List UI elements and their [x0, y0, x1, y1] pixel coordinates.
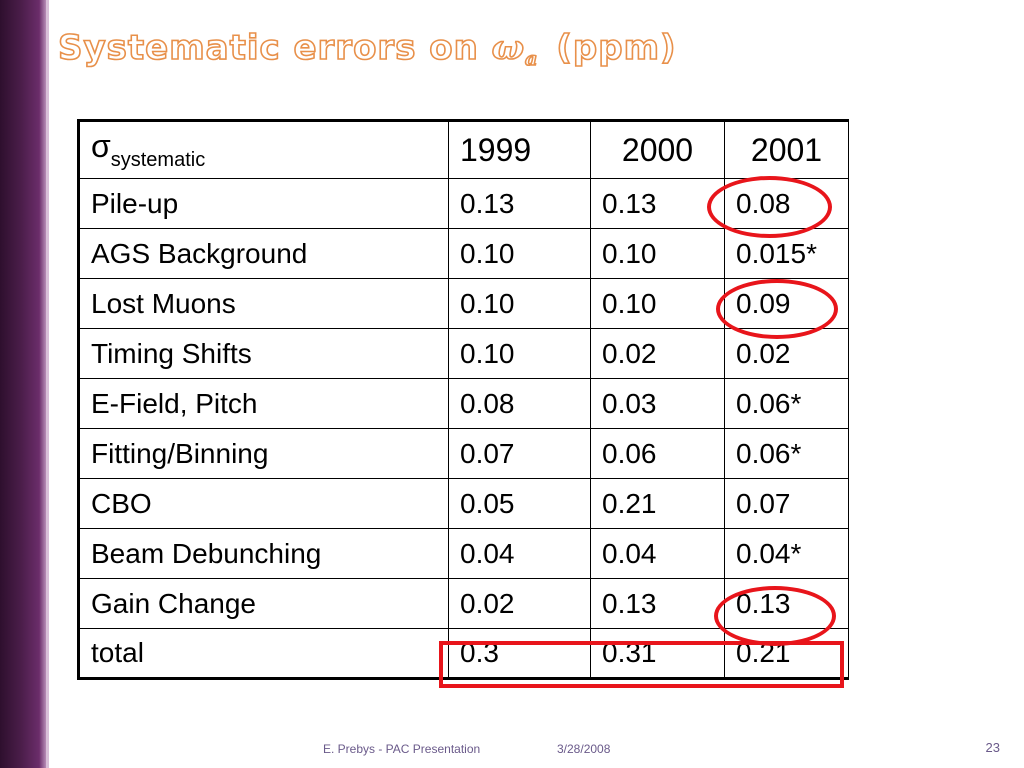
cell-1999: 0.08	[448, 378, 591, 429]
cell-1999: 0.02	[448, 578, 591, 629]
row-label: AGS Background	[78, 228, 449, 279]
table-row: Lost Muons 0.10 0.10 0.09	[78, 278, 849, 329]
cell-1999: 0.10	[448, 278, 591, 329]
systematics-table: σsystematic 1999 2000 2001 Pile-up 0.13 …	[77, 119, 849, 680]
row-label: Fitting/Binning	[78, 428, 449, 479]
highlight-circle-pileup	[707, 176, 832, 238]
cell-1999: 0.04	[448, 528, 591, 579]
highlight-circle-lost-muons	[716, 279, 838, 339]
title-omega-subscript: a	[524, 47, 539, 71]
row-label: Gain Change	[78, 578, 449, 629]
row-label: Beam Debunching	[78, 528, 449, 579]
cell-2000: 0.13	[590, 178, 725, 229]
cell-total-2000: 0.31	[590, 628, 725, 679]
cell-2000: 0.13	[590, 578, 725, 629]
cell-2001: 0.06*	[724, 378, 849, 429]
row-label: Timing Shifts	[78, 328, 449, 379]
cell-1999: 0.13	[448, 178, 591, 229]
cell-2000: 0.06	[590, 428, 725, 479]
title-prefix: Systematic errors on	[57, 27, 492, 69]
header-year-2001: 2001	[724, 120, 849, 179]
slide-sidebar	[0, 0, 46, 768]
cell-1999: 0.07	[448, 428, 591, 479]
cell-2000: 0.02	[590, 328, 725, 379]
table-header-row: σsystematic 1999 2000 2001	[78, 120, 849, 179]
table-row: E-Field, Pitch 0.08 0.03 0.06*	[78, 378, 849, 429]
title-omega: ω	[491, 27, 526, 69]
cell-2001: 0.07	[724, 478, 849, 529]
cell-2000: 0.04	[590, 528, 725, 579]
header-year-1999: 1999	[448, 120, 591, 179]
page-number: 23	[985, 740, 1000, 755]
row-label-total: total	[78, 628, 449, 679]
header-year-2000: 2000	[590, 120, 725, 179]
cell-1999: 0.05	[448, 478, 591, 529]
highlight-box-total	[439, 641, 844, 688]
row-label: CBO	[78, 478, 449, 529]
title-suffix: (ppm)	[556, 27, 677, 69]
cell-1999: 0.10	[448, 328, 591, 379]
table-row: CBO 0.05 0.21 0.07	[78, 478, 849, 529]
highlight-circle-gain-change	[714, 586, 836, 646]
systematics-table-wrapper: σsystematic 1999 2000 2001 Pile-up 0.13 …	[77, 119, 849, 680]
sigma-symbol: σ	[91, 128, 111, 164]
table-row: Timing Shifts 0.10 0.02 0.02	[78, 328, 849, 379]
cell-1999: 0.10	[448, 228, 591, 279]
header-sigma-cell: σsystematic	[78, 120, 449, 179]
table-row-total: total 0.3 0.31 0.21	[78, 628, 849, 679]
table-row: Beam Debunching 0.04 0.04 0.04*	[78, 528, 849, 579]
row-label: Pile-up	[78, 178, 449, 229]
cell-2000: 0.21	[590, 478, 725, 529]
row-label: E-Field, Pitch	[78, 378, 449, 429]
row-label: Lost Muons	[78, 278, 449, 329]
cell-2001: 0.06*	[724, 428, 849, 479]
table-row: AGS Background 0.10 0.10 0.015*	[78, 228, 849, 279]
cell-2000: 0.03	[590, 378, 725, 429]
sigma-subscript: systematic	[110, 149, 206, 171]
slide-sidebar-edge	[46, 0, 49, 768]
cell-2000: 0.10	[590, 228, 725, 279]
cell-2000: 0.10	[590, 278, 725, 329]
footer-date: 3/28/2008	[557, 742, 611, 756]
table-row: Fitting/Binning 0.07 0.06 0.06*	[78, 428, 849, 479]
footer-presenter: E. Prebys - PAC Presentation	[323, 742, 481, 756]
slide-title: Systematic errors on ωa (ppm)	[57, 27, 677, 71]
cell-2001: 0.04*	[724, 528, 849, 579]
